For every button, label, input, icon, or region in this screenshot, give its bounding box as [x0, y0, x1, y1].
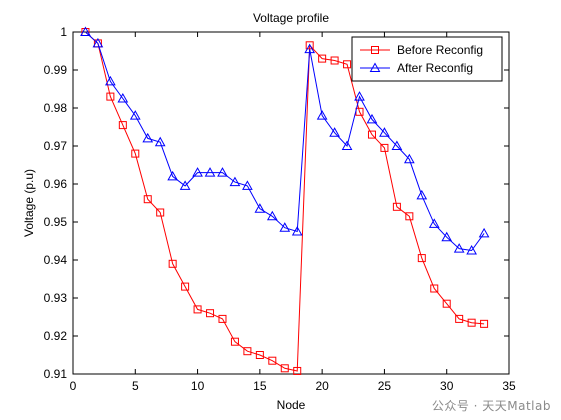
data-point	[379, 127, 390, 137]
data-point	[380, 143, 389, 152]
y-axis-label: Voltage (p.u)	[22, 169, 36, 237]
y-tick-label: 0.96	[44, 177, 68, 191]
data-point	[316, 110, 328, 120]
data-point	[441, 231, 453, 242]
data-point	[455, 314, 464, 323]
y-tick-label: 0.94	[44, 253, 68, 267]
y-tick-label: 0.91	[44, 367, 68, 381]
series-before-reconfig	[81, 28, 489, 375]
series-line	[85, 31, 485, 252]
data-point	[279, 222, 291, 232]
data-point	[168, 259, 177, 268]
data-point	[106, 92, 115, 101]
data-point	[466, 244, 477, 255]
data-point	[280, 364, 289, 373]
x-axis-label: Node	[277, 398, 306, 412]
data-point	[329, 127, 340, 137]
data-point	[154, 136, 166, 147]
data-point	[366, 113, 378, 124]
data-point	[480, 319, 489, 328]
data-point	[467, 318, 476, 327]
data-point	[254, 203, 266, 213]
data-point	[218, 314, 227, 323]
y-tick-label: 0.99	[44, 63, 68, 77]
data-point	[405, 212, 414, 221]
legend: Before Reconfig After Reconfig	[351, 36, 503, 82]
x-tick-label: 10	[191, 379, 205, 393]
data-point	[428, 218, 440, 228]
watermark-text: 公众号 · 天天Matlab	[431, 399, 551, 413]
data-point	[117, 92, 129, 103]
y-tick-label: 0.97	[44, 139, 68, 153]
legend-marker	[371, 46, 379, 54]
data-point	[243, 347, 252, 356]
data-point	[293, 366, 302, 375]
data-point	[453, 243, 465, 253]
data-point	[304, 43, 316, 54]
data-point	[167, 170, 179, 181]
data-point	[417, 254, 426, 263]
data-point	[118, 121, 127, 130]
x-tick-label: 15	[253, 379, 267, 393]
data-point	[204, 167, 216, 177]
chart-title: Voltage profile	[253, 11, 329, 25]
data-point	[129, 110, 141, 120]
data-point	[230, 337, 239, 346]
data-point	[206, 309, 215, 318]
data-point	[143, 195, 152, 204]
data-point	[105, 75, 116, 86]
x-tick-label: 25	[378, 379, 392, 393]
data-point	[354, 91, 365, 101]
legend-label: After Reconfig	[397, 61, 473, 75]
data-point	[330, 56, 339, 65]
series-after-reconfig	[80, 26, 490, 255]
data-point	[416, 189, 428, 200]
x-tick-label: 0	[70, 379, 77, 393]
y-tick-label: 1	[60, 25, 67, 39]
data-point	[255, 351, 264, 359]
data-point	[217, 167, 228, 177]
data-point	[192, 167, 203, 177]
y-tick-label: 0.93	[44, 291, 68, 305]
data-point	[131, 149, 140, 158]
data-point	[181, 282, 190, 291]
series-layer	[80, 26, 490, 375]
data-point	[266, 210, 278, 221]
data-point	[156, 208, 165, 217]
plot-area-frame	[72, 31, 510, 375]
series-line	[85, 31, 485, 372]
legend-box	[351, 36, 503, 82]
x-tick-label: 35	[502, 379, 516, 393]
y-tick-label: 0.95	[44, 215, 68, 229]
data-point	[80, 26, 91, 36]
data-point	[478, 227, 490, 238]
data-point	[229, 176, 241, 187]
data-point	[268, 356, 277, 365]
data-point	[318, 54, 327, 63]
data-point	[305, 41, 314, 50]
data-point	[179, 180, 191, 190]
data-point	[291, 225, 303, 236]
data-point	[367, 130, 376, 139]
x-tick-label: 30	[440, 379, 454, 393]
data-point	[391, 140, 403, 150]
data-point	[242, 180, 253, 190]
legend-marker	[369, 62, 381, 72]
data-point	[92, 37, 104, 48]
axis-ticks: 0 5 10 15 20 25 30 35 0.91 0.92 0.93 0.94 0.95 0.96 0.…	[44, 25, 516, 393]
legend-label: Before Reconfig	[397, 43, 483, 57]
data-point	[343, 60, 352, 69]
data-point	[430, 284, 439, 293]
y-tick-label: 0.98	[44, 101, 68, 115]
x-tick-label: 5	[132, 379, 139, 393]
data-point	[341, 140, 353, 150]
x-tick-label: 20	[315, 379, 329, 393]
data-point	[142, 132, 154, 143]
data-point	[442, 299, 451, 308]
data-point	[392, 202, 401, 211]
data-point	[193, 305, 202, 314]
y-tick-label: 0.92	[44, 329, 68, 343]
data-point	[403, 153, 415, 164]
